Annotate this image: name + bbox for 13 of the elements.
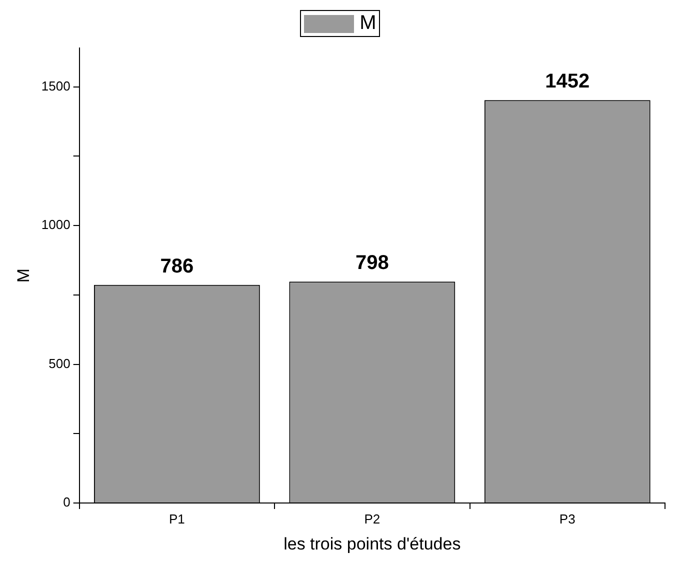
data-label: 786 (160, 255, 194, 278)
x-tick-label: P1 (168, 511, 185, 526)
data-label: 1452 (545, 70, 590, 93)
x-tick-label: P2 (364, 511, 380, 526)
x-axis-title: les trois points d'études (284, 534, 461, 554)
y-tick-label: 1000 (41, 217, 70, 232)
y-tick-label: 1500 (41, 78, 70, 94)
y-tick-label: 0 (63, 494, 70, 510)
y-axis-title: M (14, 268, 33, 283)
data-label: 798 (355, 252, 389, 274)
x-tick-label: P3 (559, 511, 576, 526)
y-tick-label: 500 (48, 356, 70, 371)
legend-label: M (360, 12, 376, 35)
